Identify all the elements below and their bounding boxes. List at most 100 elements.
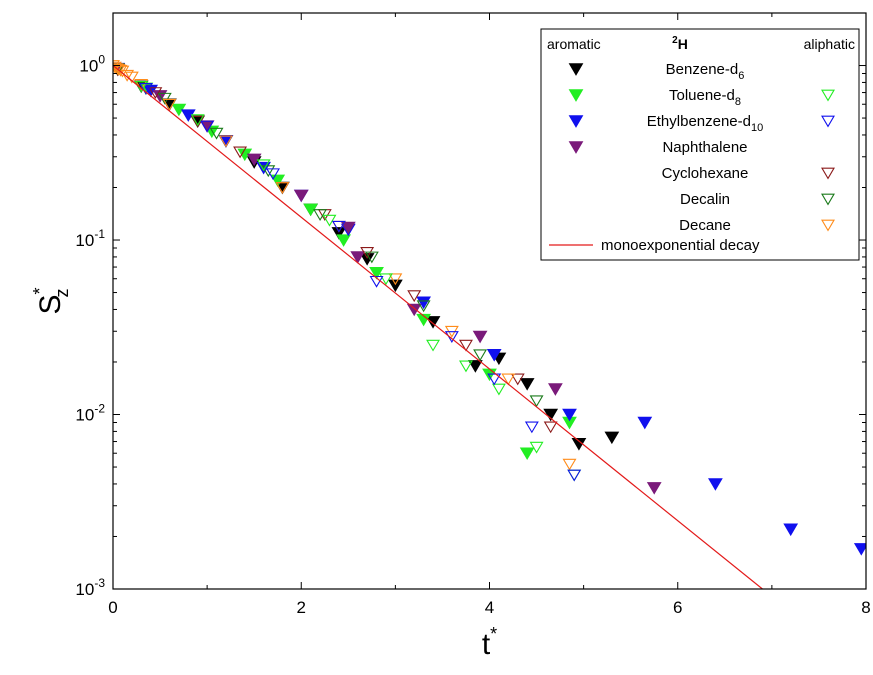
data-point: [416, 296, 431, 310]
data-point: [491, 383, 506, 396]
data-point: [708, 478, 723, 491]
data-point: [529, 395, 544, 408]
legend-box: [540, 28, 860, 261]
legend-entry-4: Cyclohexane: [662, 165, 835, 182]
legend-label: Benzene-d6: [666, 61, 745, 82]
legend-header-aliphatic: aliphatic: [804, 36, 855, 52]
legend-entry-1: Toluene-d8: [568, 87, 835, 108]
fit-line: [113, 65, 763, 589]
data-point: [487, 373, 502, 386]
data-point: [379, 273, 393, 286]
legend-header-aromatic: aromatic: [547, 36, 601, 52]
legend-entries: Benzene-d6 Toluene-d8 Ethylbenzene-d10 Naph…: [549, 61, 835, 254]
legend-marker-aromatic: [568, 141, 584, 154]
legend-entry-5: Decalin: [680, 191, 835, 208]
data-point: [369, 275, 384, 288]
y-axis-label: S* z: [30, 287, 72, 314]
legend-marker-aliphatic: [821, 115, 835, 128]
data-point: [113, 61, 122, 74]
data-point: [162, 98, 177, 111]
legend-header-nucleus: 2H: [672, 35, 688, 52]
data-point: [468, 360, 483, 373]
data-point: [637, 416, 653, 430]
data-point: [293, 189, 309, 203]
legend-entry-fit: monoexponential decay: [549, 237, 760, 254]
data-point: [134, 79, 149, 91]
legend-marker-aromatic: [568, 115, 584, 128]
legend: aromatic 2H aliphatic Benzene-d6 Toluene-…: [540, 28, 860, 261]
data-point: [218, 135, 233, 148]
data-point: [646, 482, 662, 495]
legend-label: Decane: [679, 217, 731, 234]
legend-label: Ethylbenzene-d10: [647, 113, 764, 134]
data-point: [473, 349, 488, 362]
legend-marker-aliphatic: [821, 219, 835, 232]
data-point: [388, 279, 403, 293]
data-point: [406, 303, 422, 317]
legend-label: Decalin: [680, 191, 730, 208]
data-point: [543, 421, 558, 434]
data-point: [548, 383, 563, 396]
data-point: [472, 330, 488, 344]
data-point: [416, 300, 431, 313]
legend-marker-aliphatic: [821, 167, 835, 180]
data-point: [336, 234, 351, 247]
y-tick-label: 10-3: [75, 576, 105, 599]
data-point: [425, 316, 441, 329]
data-point: [157, 92, 172, 105]
data-point: [200, 120, 215, 133]
data-point: [524, 421, 539, 434]
legend-marker-aromatic: [568, 63, 584, 76]
data-point: [270, 174, 286, 188]
data-point: [209, 127, 224, 140]
data-point: [120, 69, 135, 82]
x-tick-label: 0: [108, 598, 117, 617]
data-point: [519, 447, 535, 461]
legend-marker-aliphatic: [821, 193, 835, 206]
data-point: [416, 313, 431, 327]
data-point: [138, 82, 153, 95]
data-point: [256, 159, 271, 172]
data-point: [266, 168, 280, 181]
data-point: [364, 251, 379, 264]
plot-content: [113, 60, 866, 589]
data-point: [853, 543, 866, 556]
data-point: [426, 339, 440, 352]
data-point: [567, 469, 582, 482]
x-tick-label: 8: [861, 598, 870, 617]
legend-entry-6: Decane: [679, 217, 835, 234]
data-point: [486, 349, 502, 362]
data-point: [350, 251, 366, 264]
legend-marker-aromatic: [568, 89, 584, 102]
data-point: [501, 373, 516, 386]
data-point: [783, 523, 799, 537]
x-tick-label: 6: [673, 598, 682, 617]
data-point: [604, 431, 620, 445]
data-point: [113, 63, 124, 76]
data-point: [331, 220, 346, 233]
data-point: [459, 339, 473, 352]
data-point: [543, 408, 559, 422]
data-point: [261, 165, 276, 178]
y-tick-label: 100: [79, 53, 105, 76]
data-point: [562, 458, 577, 471]
data-point: [510, 373, 525, 386]
legend-entry-3: Naphthalene: [568, 139, 748, 156]
data-point: [529, 441, 544, 454]
data-point: [407, 290, 422, 303]
legend-fit-label: monoexponential decay: [601, 237, 760, 254]
data-point: [113, 64, 126, 76]
data-point: [459, 360, 473, 373]
data-point: [388, 273, 403, 286]
data-point: [340, 221, 356, 235]
data-point: [519, 378, 535, 391]
legend-entry-2: Ethylbenzene-d10: [568, 113, 835, 134]
x-tick-label: 4: [485, 598, 494, 617]
y-tick-label: 10-2: [75, 402, 105, 425]
plot-area: [113, 60, 866, 589]
x-tick-label: 2: [297, 598, 306, 617]
legend-entry-0: Benzene-d6: [568, 61, 745, 82]
data-point: [275, 182, 290, 194]
data-point: [124, 71, 139, 84]
